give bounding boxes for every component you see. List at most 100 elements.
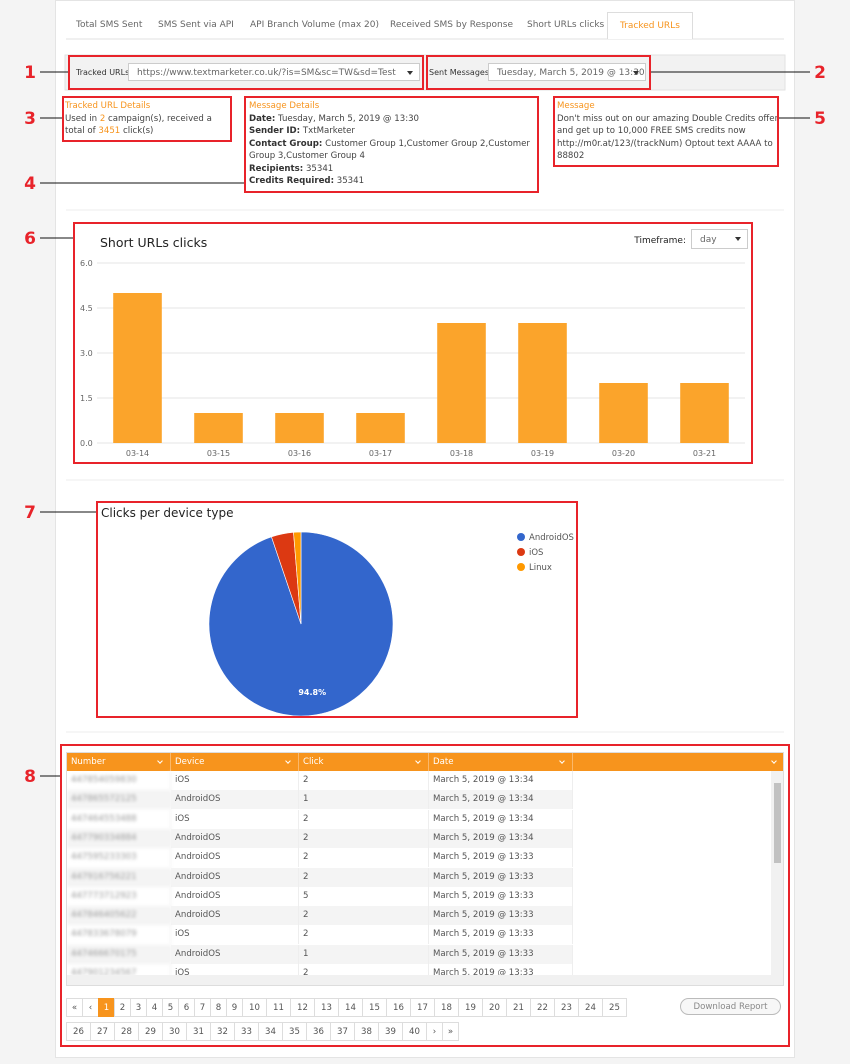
bar [599, 383, 648, 443]
highlight-box [68, 55, 424, 90]
field-label: Credits Required: [249, 176, 335, 186]
page-button[interactable]: › [426, 1022, 443, 1041]
page-button[interactable]: 6 [178, 998, 195, 1017]
column-header[interactable]: Number [67, 753, 171, 771]
page-button[interactable]: ‹ [82, 998, 99, 1017]
table-cell: 2 [299, 771, 429, 790]
timeframe-select[interactable]: day [691, 229, 748, 249]
filter-label: Tracked URLs: [76, 68, 132, 77]
table-cell: 2 [299, 906, 429, 926]
legend-label: Linux [529, 563, 552, 573]
field-value: 35341 [305, 163, 334, 174]
table-cell: 1 [299, 790, 429, 810]
page-button[interactable]: 3 [130, 998, 147, 1017]
page-button[interactable]: 14 [338, 998, 363, 1017]
field-value: 35341 [336, 176, 365, 186]
page-button[interactable]: 37 [330, 1022, 355, 1041]
page-button[interactable]: 22 [530, 998, 555, 1017]
download-report-button[interactable]: Download Report [680, 998, 781, 1015]
page-button[interactable]: 12 [290, 998, 315, 1017]
page-button[interactable]: 30 [162, 1022, 187, 1041]
page-button[interactable]: 1 [98, 998, 115, 1017]
callout-number: 3 [24, 109, 36, 129]
column-header[interactable]: Click [299, 753, 429, 771]
tab[interactable]: Short URLs clicks [527, 20, 605, 30]
x-tick-label: 03-18 [450, 449, 473, 458]
page-button[interactable]: 28 [114, 1022, 139, 1041]
page-button[interactable]: 29 [138, 1022, 163, 1041]
phone-number: 447595233303 [67, 848, 171, 868]
callout-number: 8 [24, 767, 36, 787]
page-button[interactable]: 10 [242, 998, 267, 1017]
field-label: Recipients: [249, 163, 304, 174]
tab[interactable]: API Branch Volume (max 20) [250, 20, 379, 30]
table-cell: March 5, 2019 @ 13:33 [429, 906, 573, 926]
page-button[interactable]: 18 [434, 998, 459, 1017]
page-button[interactable]: 34 [258, 1022, 283, 1041]
page-button[interactable]: 11 [266, 998, 291, 1017]
table-cell: 5 [299, 886, 429, 906]
column-header[interactable]: Device [171, 753, 299, 771]
tracked-urls-select[interactable]: https://www.textmarketer.co.uk/?is=SM&sc… [128, 63, 420, 81]
page-button[interactable]: 35 [282, 1022, 307, 1041]
column-header[interactable]: Date [429, 753, 573, 771]
y-tick-label: 3.0 [80, 349, 93, 358]
legend-marker [517, 563, 525, 571]
page-button[interactable]: 16 [386, 998, 411, 1017]
page-button[interactable]: 19 [458, 998, 483, 1017]
page-button[interactable]: 31 [186, 1022, 211, 1041]
field-value: Tuesday, March 5, 2019 @ 13:30 [278, 113, 420, 124]
page-button[interactable]: « [66, 998, 83, 1017]
page-button[interactable]: 24 [578, 998, 603, 1017]
section-title: Message Details [249, 101, 320, 111]
page-button[interactable]: 39 [378, 1022, 403, 1041]
page-button[interactable]: 21 [506, 998, 531, 1017]
page-button[interactable]: 4 [146, 998, 163, 1017]
page-button[interactable]: 15 [362, 998, 387, 1017]
phone-number: 447846405622 [67, 906, 171, 926]
page-button[interactable]: 32 [210, 1022, 235, 1041]
sent-messages-select[interactable]: Tuesday, March 5, 2019 @ 13:30 [488, 63, 646, 81]
page-button[interactable]: 9 [226, 998, 243, 1017]
tab[interactable]: Tracked URLs [607, 12, 693, 39]
data-table: Number Device Click Date 447854059830 iOS 2 Mar… [66, 752, 784, 986]
legend-marker [517, 548, 525, 556]
page-button[interactable]: 36 [306, 1022, 331, 1041]
page-button[interactable]: » [442, 1022, 459, 1041]
legend-marker [517, 533, 525, 541]
page-button[interactable]: 7 [194, 998, 211, 1017]
page-button[interactable]: 38 [354, 1022, 379, 1041]
scroll-thumb [774, 783, 781, 863]
page-button[interactable]: 20 [482, 998, 507, 1017]
page-button[interactable]: 33 [234, 1022, 259, 1041]
tab[interactable]: Received SMS by Response [390, 20, 513, 30]
page-button[interactable]: 17 [410, 998, 435, 1017]
slice-label: 94.8% [298, 688, 326, 697]
page-button[interactable]: 13 [314, 998, 339, 1017]
page-button[interactable]: 2 [114, 998, 131, 1017]
phone-number: 447833678079 [67, 925, 171, 945]
phone-number: 447865572125 [67, 790, 171, 810]
tab[interactable]: Total SMS Sent [76, 20, 143, 30]
page-button[interactable]: 27 [90, 1022, 115, 1041]
table-cell: March 5, 2019 @ 13:34 [429, 771, 573, 790]
y-tick-label: 1.5 [80, 394, 93, 403]
field-label: Date: [249, 113, 276, 124]
table-cell: March 5, 2019 @ 13:33 [429, 886, 573, 906]
page-button[interactable]: 8 [210, 998, 227, 1017]
page-button[interactable]: 26 [66, 1022, 91, 1041]
page-button[interactable]: 25 [602, 998, 627, 1017]
header-filler [573, 753, 783, 771]
chart-title: Short URLs clicks [100, 235, 207, 250]
page-button[interactable]: 23 [554, 998, 579, 1017]
callout-number: 4 [24, 174, 36, 194]
y-tick-label: 0.0 [80, 439, 93, 448]
field-value: TxtMarketer [302, 126, 355, 136]
page-button[interactable]: 40 [402, 1022, 427, 1041]
detail-text: campaign(s), received a total of [65, 113, 212, 137]
legend-label: AndroidOS [529, 533, 574, 543]
tab[interactable]: SMS Sent via API [158, 20, 234, 30]
page-button[interactable]: 5 [162, 998, 179, 1017]
highlight-box [553, 96, 779, 167]
bar [356, 413, 405, 443]
